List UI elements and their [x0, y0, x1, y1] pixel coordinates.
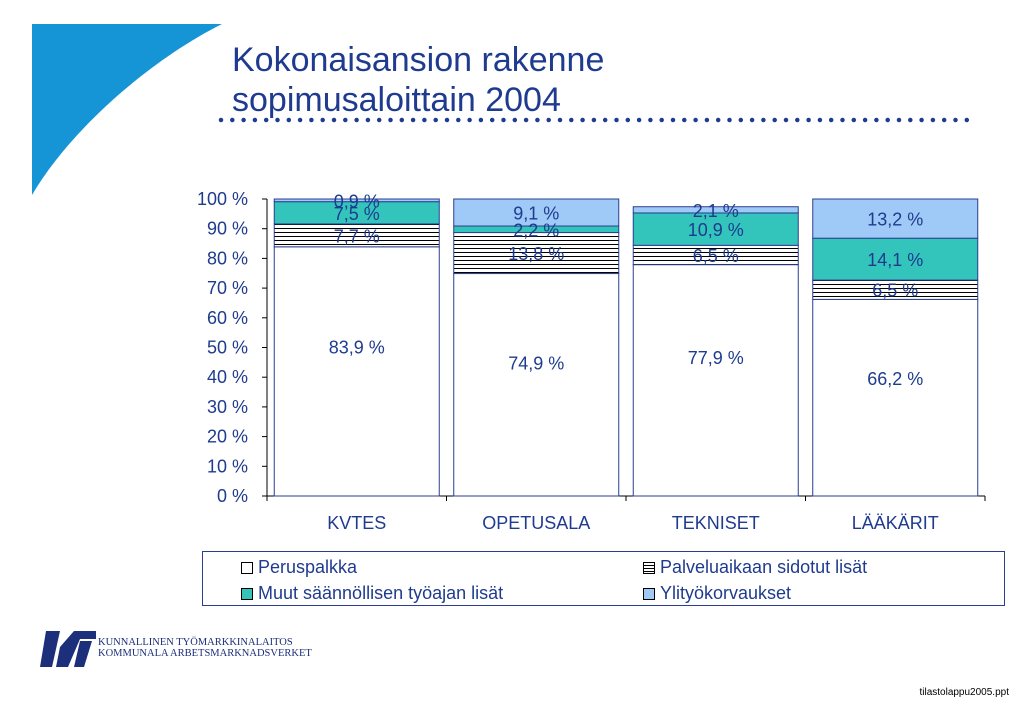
- bar-segment-peruspalkka: [632, 264, 799, 497]
- y-tick-label: 10 %: [207, 456, 248, 476]
- legend-swatch-peruspalkka: [241, 561, 253, 574]
- data-label-palveluaika: 7,7 %: [334, 226, 380, 246]
- data-label-ylityo: 9,1 %: [513, 204, 559, 224]
- data-label-peruspalkka: 74,9 %: [508, 354, 564, 374]
- legend-item-peruspalkka: Peruspalkka: [241, 557, 357, 578]
- data-label-palveluaika: 13,8 %: [508, 244, 564, 264]
- y-tick-label: 80 %: [207, 248, 248, 268]
- legend-label: Muut säännöllisen työajan lisät: [258, 583, 504, 603]
- x-category-label: LÄÄKÄRIT: [852, 513, 939, 533]
- data-label-ylityo: 2,1 %: [693, 201, 739, 221]
- data-label-muut: 7,5 %: [334, 204, 380, 224]
- data-label-palveluaika: 6,5 %: [872, 281, 918, 301]
- y-tick-label: 40 %: [207, 367, 248, 387]
- legend-item-muut: Muut säännöllisen työajan lisät: [241, 583, 503, 604]
- y-tick-label: 60 %: [207, 308, 248, 328]
- data-label-peruspalkka: 77,9 %: [688, 348, 744, 368]
- data-label-palveluaika: 6,5 %: [693, 246, 739, 266]
- bar-segment-muut: [632, 212, 799, 246]
- legend-label: Peruspalkka: [258, 557, 358, 577]
- y-tick-label: 70 %: [207, 278, 248, 298]
- chart-legend: Peruspalkka Palveluaikaan sidotut lisät …: [202, 551, 1005, 606]
- decorative-wave: [32, 24, 222, 195]
- org-name-swedish: KOMMUNALA ARBETSMARKNADSVERKET: [98, 648, 312, 659]
- legend-item-palveluaika: Palveluaikaan sidotut lisät: [643, 557, 867, 578]
- data-label-muut: 10,9 %: [688, 220, 744, 240]
- legend-swatch-ylityo: [643, 587, 655, 600]
- y-tick-label: 100 %: [197, 189, 248, 209]
- kt-logo-icon: [40, 631, 96, 667]
- title-line-2: sopimusaloittain 2004: [232, 81, 561, 119]
- x-category-label: OPETUSALA: [482, 513, 590, 533]
- x-category-label: TEKNISET: [672, 513, 760, 533]
- bar-segment-peruspalkka: [812, 298, 979, 497]
- chart-labels: 83,9 % 7,7 %7,5 %0,9 % 74,9 % 13,8 % 2,2 %9,…: [329, 191, 924, 389]
- data-label-ylityo: 13,2 %: [867, 210, 923, 230]
- bar-segment-muut: [812, 237, 979, 281]
- y-tick-label: 0 %: [217, 486, 248, 506]
- chart-bars: [273, 198, 979, 497]
- data-label-muut: 2,2 %: [513, 220, 559, 240]
- bar-segment-ylityo: [632, 206, 799, 214]
- y-tick-label: 90 %: [207, 219, 248, 239]
- legend-item-ylityo: Ylityökorvaukset: [643, 583, 791, 604]
- y-tick-label: 50 %: [207, 338, 248, 358]
- org-name-finnish: KUNNALLINEN TYÖMARKKINALAITOS: [98, 637, 293, 648]
- data-label-muut: 14,1 %: [867, 250, 923, 270]
- data-label-peruspalkka: 66,2 %: [867, 369, 923, 389]
- chart-axes: 0 % 10 % 20 % 30 % 40 % 50 % 60 % 70 % 80 % 90 % 1…: [197, 189, 986, 533]
- data-label-peruspalkka: 83,9 %: [329, 337, 385, 357]
- x-category-label: KVTES: [327, 513, 386, 533]
- legend-swatch-muut: [241, 587, 253, 600]
- y-tick-label: 20 %: [207, 427, 248, 447]
- legend-label: Ylityökorvaukset: [660, 583, 792, 603]
- dotted-divider: [218, 117, 974, 123]
- legend-swatch-palveluaika: [643, 561, 655, 574]
- stacked-bar-chart: 0 % 10 % 20 % 30 % 40 % 50 % 60 % 70 % 80 % 90 % 1…: [197, 189, 986, 533]
- bar-segment-ylityo: [812, 198, 979, 239]
- organization-name: KUNNALLINEN TYÖMARKKINALAITOS KOMMUNALA …: [98, 637, 312, 659]
- y-tick-label: 30 %: [207, 397, 248, 417]
- legend-label: Palveluaikaan sidotut lisät: [660, 557, 868, 577]
- slide-title: Kokonaisansion rakenne sopimusaloittain …: [232, 40, 604, 120]
- footer-filename: tilastolappu2005.ppt: [919, 687, 1009, 698]
- bar-segment-ylityo: [273, 198, 440, 203]
- bar-segment-peruspalkka: [453, 273, 620, 497]
- title-line-1: Kokonaisansion rakenne: [232, 41, 605, 79]
- data-label-ylityo: 0,9 %: [334, 191, 380, 211]
- bar-segment-ylityo: [453, 198, 620, 227]
- bar-segment-peruspalkka: [273, 246, 440, 497]
